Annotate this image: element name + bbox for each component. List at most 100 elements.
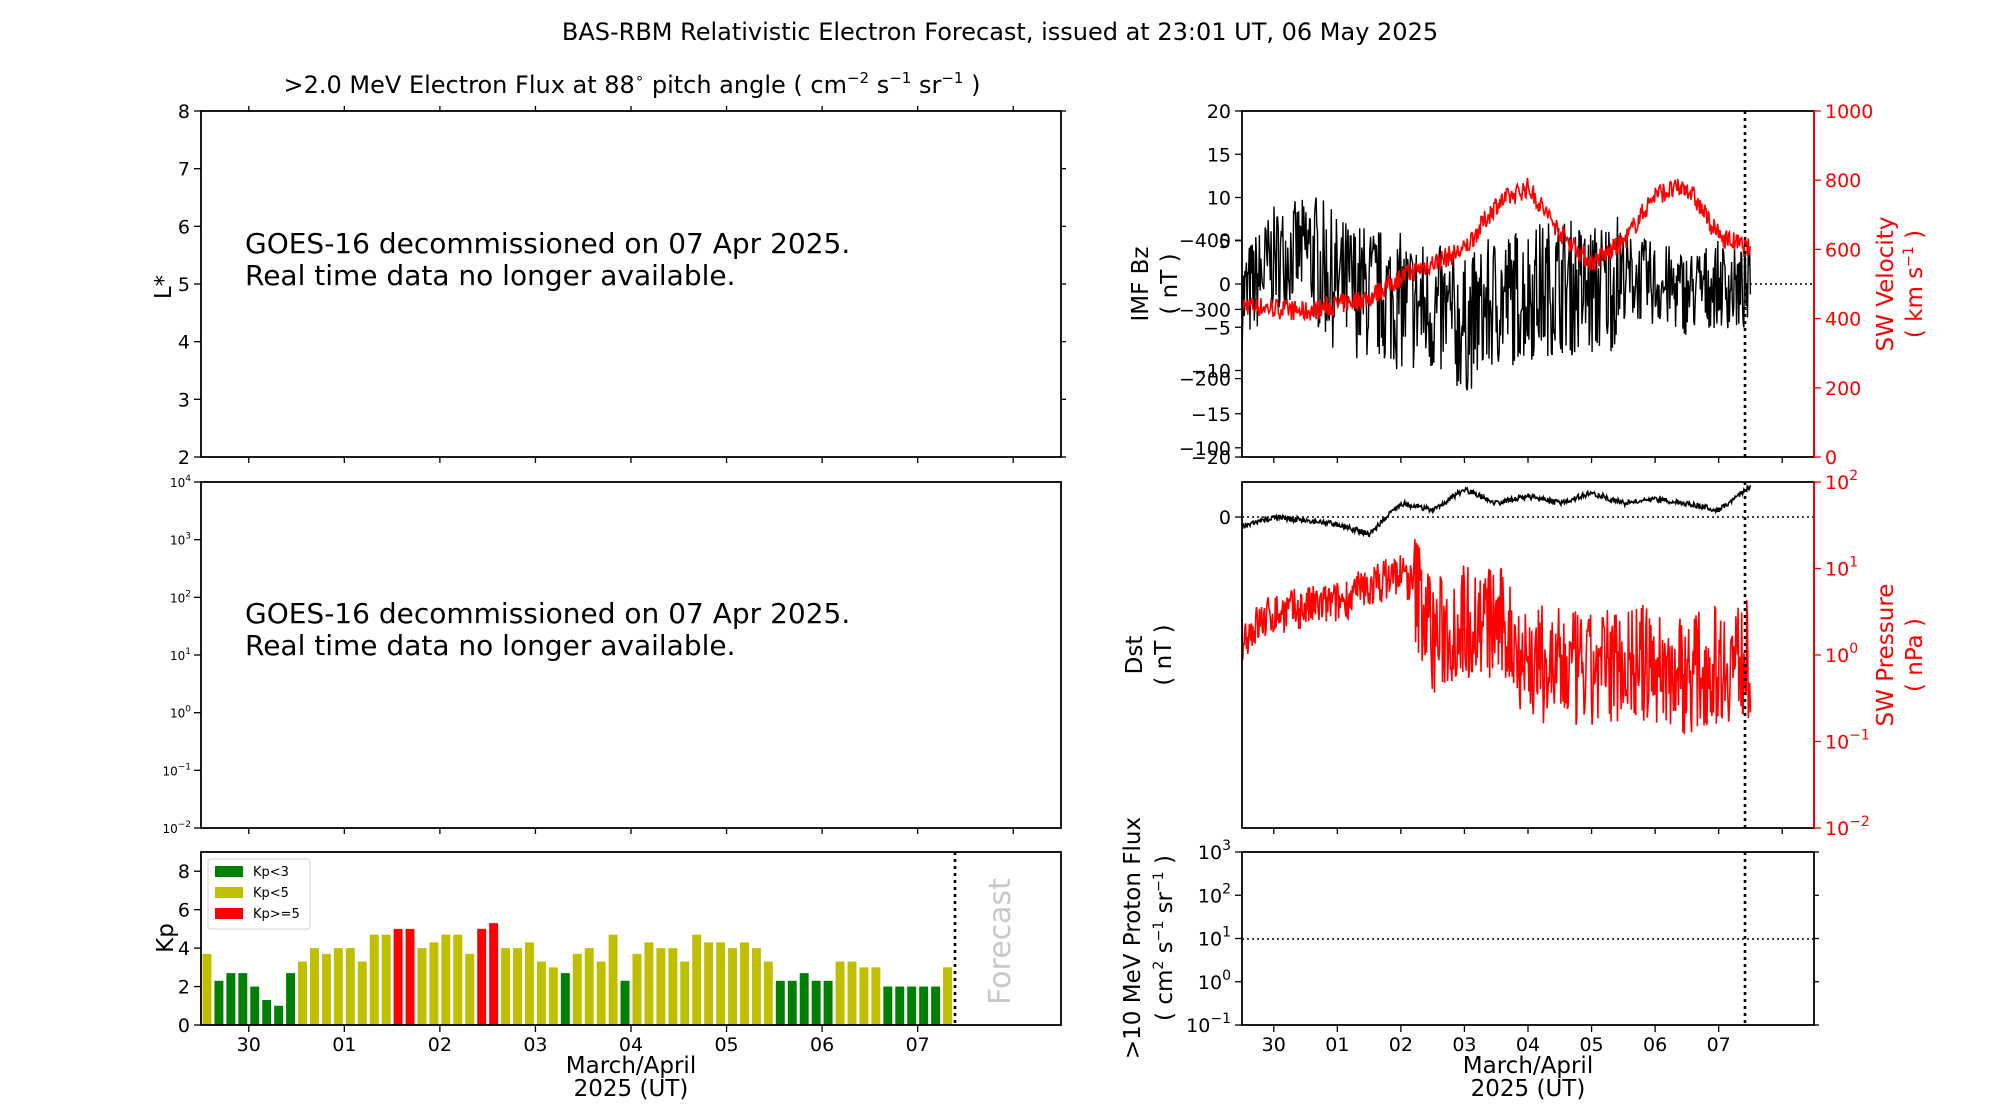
velocity-ytick-label: 400 <box>1825 309 1861 331</box>
flux-ytick-label: 2 <box>178 447 190 469</box>
flux-ytick-label: 8 <box>178 101 190 123</box>
kp-bar <box>584 948 594 1025</box>
log-panel: 10−2 10−1 100 101 102 103 104 GOES-16 decommis… <box>162 474 1062 836</box>
pressure-ytick-label: 10−2 <box>1825 814 1870 840</box>
kp-ytick-label: 0 <box>178 1015 190 1037</box>
log-ytick-label: 102 <box>170 589 191 605</box>
dst-series-line <box>1241 484 1752 538</box>
pressure-ylabel-line2: ( nPa ) <box>1902 618 1928 692</box>
kp-bar <box>775 980 785 1025</box>
kp-bar <box>274 1005 284 1025</box>
bz-ytick-label: −15 <box>1191 404 1231 426</box>
flux-message-line1: GOES-16 decommissioned on 07 Apr 2025. <box>245 227 850 260</box>
figure-title: BAS-RBM Relativistic Electron Forecast, … <box>562 18 1438 46</box>
kp-bar <box>728 948 737 1025</box>
kp-bar <box>943 967 952 1025</box>
dst-ytick-label: −200 <box>1179 369 1231 391</box>
flux-ytick-label: 6 <box>178 216 190 238</box>
bz-ytick-label: −5 <box>1203 317 1231 339</box>
kp-bar <box>548 967 558 1025</box>
kp-bar <box>429 942 439 1025</box>
log-ytick-label: 104 <box>170 474 191 490</box>
kp-bar <box>465 953 475 1025</box>
proton-xtick-label: 03 <box>1452 1034 1476 1056</box>
pressure-ylabel-line1: SW Pressure <box>1873 584 1899 727</box>
kp-xtick-label: 04 <box>619 1034 643 1056</box>
kp-bar <box>513 948 522 1025</box>
kp-bar <box>525 942 534 1025</box>
proton-ytick-label: 102 <box>1198 881 1231 907</box>
kp-bar <box>536 961 546 1025</box>
kp-ylabel: Kp <box>153 923 179 953</box>
kp-xtick-label: 30 <box>237 1034 261 1056</box>
kp-bar <box>441 934 451 1025</box>
kp-bar <box>644 942 654 1025</box>
kp-bar <box>847 961 857 1025</box>
kp-legend-swatch-mid <box>215 887 243 898</box>
kp-xtick-label: 01 <box>332 1034 356 1056</box>
kp-bar <box>919 986 929 1025</box>
kp-legend-label-low: Kp<3 <box>253 865 289 880</box>
kp-bar <box>811 980 821 1025</box>
kp-bar <box>286 973 296 1025</box>
kp-bar <box>250 986 260 1025</box>
kp-bar <box>262 1000 272 1025</box>
flux-panel-title: >2.0 MeV Electron Flux at 88∘ pitch angl… <box>284 69 981 99</box>
kp-bar <box>608 934 618 1025</box>
log-ytick-label: 103 <box>170 532 191 548</box>
flux-ytick-label: 3 <box>178 389 190 411</box>
velocity-series-line <box>1241 177 1752 322</box>
kp-legend-label-mid: Kp<5 <box>253 886 289 901</box>
kp-xlabel-line2: 2025 (UT) <box>574 1076 689 1100</box>
dst-axes <box>1241 481 1815 829</box>
kp-ytick-label: 2 <box>178 977 190 999</box>
proton-xlabel-line2: 2025 (UT) <box>1471 1076 1586 1100</box>
kp-legend-swatch-high <box>215 908 243 919</box>
proton-panel: 10−1 100 101 102 103 30 01 02 03 04 05 06 07 >10 Me… <box>1120 817 1819 1102</box>
kp-bar <box>692 934 702 1025</box>
log-ytick-label: 101 <box>170 647 191 663</box>
kp-bar <box>680 961 690 1025</box>
proton-xtick-label: 05 <box>1579 1034 1603 1056</box>
pressure-ytick-label: 10−1 <box>1825 728 1870 754</box>
kp-bar <box>620 980 630 1025</box>
bz-series-line <box>1241 197 1752 391</box>
flux-ytick-label: 7 <box>178 159 190 181</box>
kp-bar <box>763 961 773 1025</box>
velocity-ytick-label: 200 <box>1825 378 1861 400</box>
kp-bar <box>560 973 570 1025</box>
kp-bar <box>799 973 809 1025</box>
bz-ylabel-line2: ( nT ) <box>1157 253 1183 314</box>
flux-message-line2: Real time data no longer available. <box>245 259 736 292</box>
log-message-line1: GOES-16 decommissioned on 07 Apr 2025. <box>245 597 850 630</box>
kp-bar <box>417 948 427 1025</box>
proton-xtick-label: 06 <box>1643 1034 1667 1056</box>
kp-ytick-label: 8 <box>178 861 190 883</box>
kp-bar <box>310 948 319 1025</box>
kp-bar <box>477 928 487 1025</box>
velocity-ytick-label: 0 <box>1825 447 1837 469</box>
kp-bar <box>357 961 367 1025</box>
kp-bar <box>596 961 606 1025</box>
kp-legend: Kp<3 Kp<5 Kp>=5 <box>207 858 311 930</box>
bz-panel: −20 −15 −10 −5 0 5 10 15 20 0 200 400 600 800 1000 IM… <box>1128 101 1928 469</box>
kp-bar <box>883 986 893 1025</box>
kp-bar <box>369 934 379 1025</box>
flux-ytick-label: 5 <box>178 274 190 296</box>
kp-xtick-label: 06 <box>810 1034 834 1056</box>
kp-bar <box>823 980 833 1025</box>
proton-ytick-label: 100 <box>1198 968 1231 994</box>
kp-bar <box>668 948 678 1025</box>
kp-xtick-label: 07 <box>906 1034 930 1056</box>
bz-ytick-label: 0 <box>1219 274 1231 296</box>
kp-bar <box>226 973 236 1025</box>
flux-panel: >2.0 MeV Electron Flux at 88∘ pitch angl… <box>151 69 1066 469</box>
vel-ylabel-line2: ( km s−1 ) <box>1901 230 1928 338</box>
dst-ytick-label: 0 <box>1219 507 1231 529</box>
log-message-line2: Real time data no longer available. <box>245 629 736 662</box>
velocity-ytick-label: 800 <box>1825 170 1861 192</box>
bz-ytick-label: 15 <box>1207 144 1231 166</box>
kp-bar <box>501 948 511 1025</box>
